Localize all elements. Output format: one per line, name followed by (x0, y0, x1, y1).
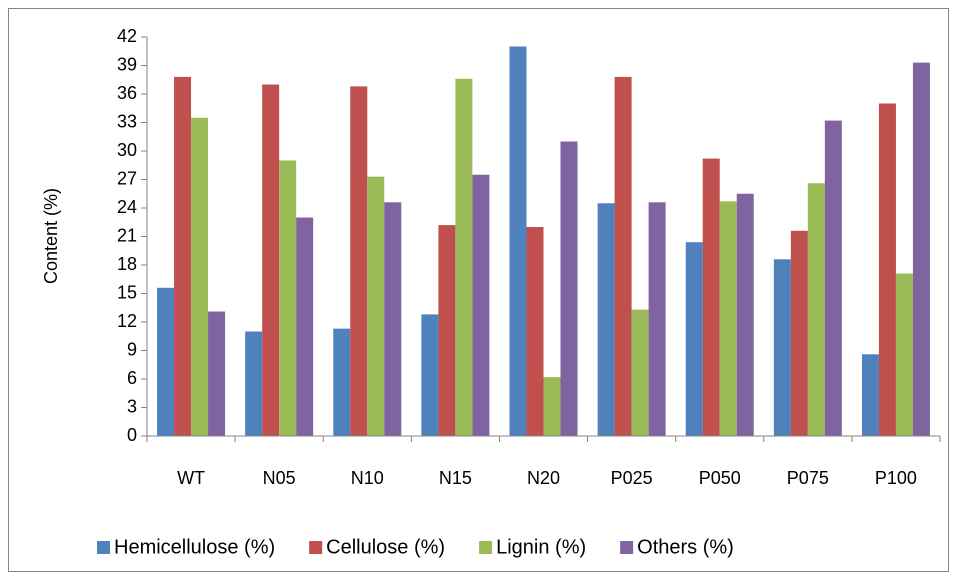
x-tick-label: N20 (527, 468, 560, 488)
bar (773, 259, 791, 436)
y-tick-label: 9 (127, 339, 137, 359)
bar (455, 78, 473, 437)
y-tick-label: 36 (117, 83, 137, 103)
legend-label: Hemicellulose (%) (114, 536, 275, 558)
bar (807, 183, 825, 436)
legend-swatch (309, 541, 323, 554)
bar (631, 309, 649, 436)
x-tick-label: N05 (263, 468, 296, 488)
bar (279, 160, 297, 436)
legend-swatch (97, 541, 110, 554)
y-tick-label: 21 (117, 225, 137, 245)
x-tick-label: N15 (439, 468, 472, 488)
bar (526, 227, 544, 436)
bar (367, 176, 385, 436)
y-tick-label: 3 (127, 396, 137, 416)
y-tick-label: 42 (117, 26, 137, 46)
legend-swatch (479, 541, 493, 554)
bar (543, 377, 561, 436)
bar (719, 201, 737, 436)
y-tick-label: 6 (127, 368, 137, 388)
bar (208, 311, 226, 436)
x-tick-label: P025 (611, 468, 653, 488)
bar (790, 230, 808, 436)
y-tick-label: 12 (117, 311, 137, 331)
bar (912, 62, 930, 437)
bar (333, 328, 351, 436)
legend-label: Others (%) (637, 536, 734, 558)
y-tick-label: 33 (117, 111, 137, 131)
y-tick-label: 27 (117, 168, 137, 188)
bar (191, 117, 209, 436)
bar (438, 225, 456, 436)
bar (472, 174, 490, 436)
bar (685, 242, 703, 436)
bar (421, 314, 439, 436)
bar (702, 158, 720, 436)
bar (614, 76, 632, 437)
y-tick-label: 18 (117, 254, 137, 274)
x-tick-label: WT (177, 468, 205, 488)
y-tick-label: 30 (117, 140, 137, 160)
bar (245, 331, 263, 436)
bar (648, 202, 666, 436)
bar (824, 120, 842, 436)
bar (736, 193, 754, 436)
bar (509, 46, 527, 436)
legend-label: Cellulose (%) (326, 536, 445, 558)
y-tick-label: 15 (117, 282, 137, 302)
bar (597, 203, 615, 436)
bar (895, 273, 913, 436)
bar (350, 86, 368, 437)
y-axis-label: Content (%) (41, 188, 61, 284)
x-tick-label: P075 (787, 468, 829, 488)
bar (861, 354, 879, 436)
y-tick-label: 24 (117, 197, 137, 217)
bar (878, 103, 896, 436)
x-tick-label: P050 (699, 468, 741, 488)
bar (174, 76, 192, 437)
x-tick-label: P100 (875, 468, 917, 488)
legend-swatch (620, 541, 634, 554)
x-tick-label: N10 (351, 468, 384, 488)
y-tick-label: 39 (117, 54, 137, 74)
bar (296, 217, 314, 436)
legend-label: Lignin (%) (496, 536, 586, 558)
y-tick-label: 0 (127, 425, 137, 445)
bar (262, 84, 280, 436)
bar (560, 141, 578, 436)
bar (157, 287, 175, 436)
bar (384, 202, 402, 436)
